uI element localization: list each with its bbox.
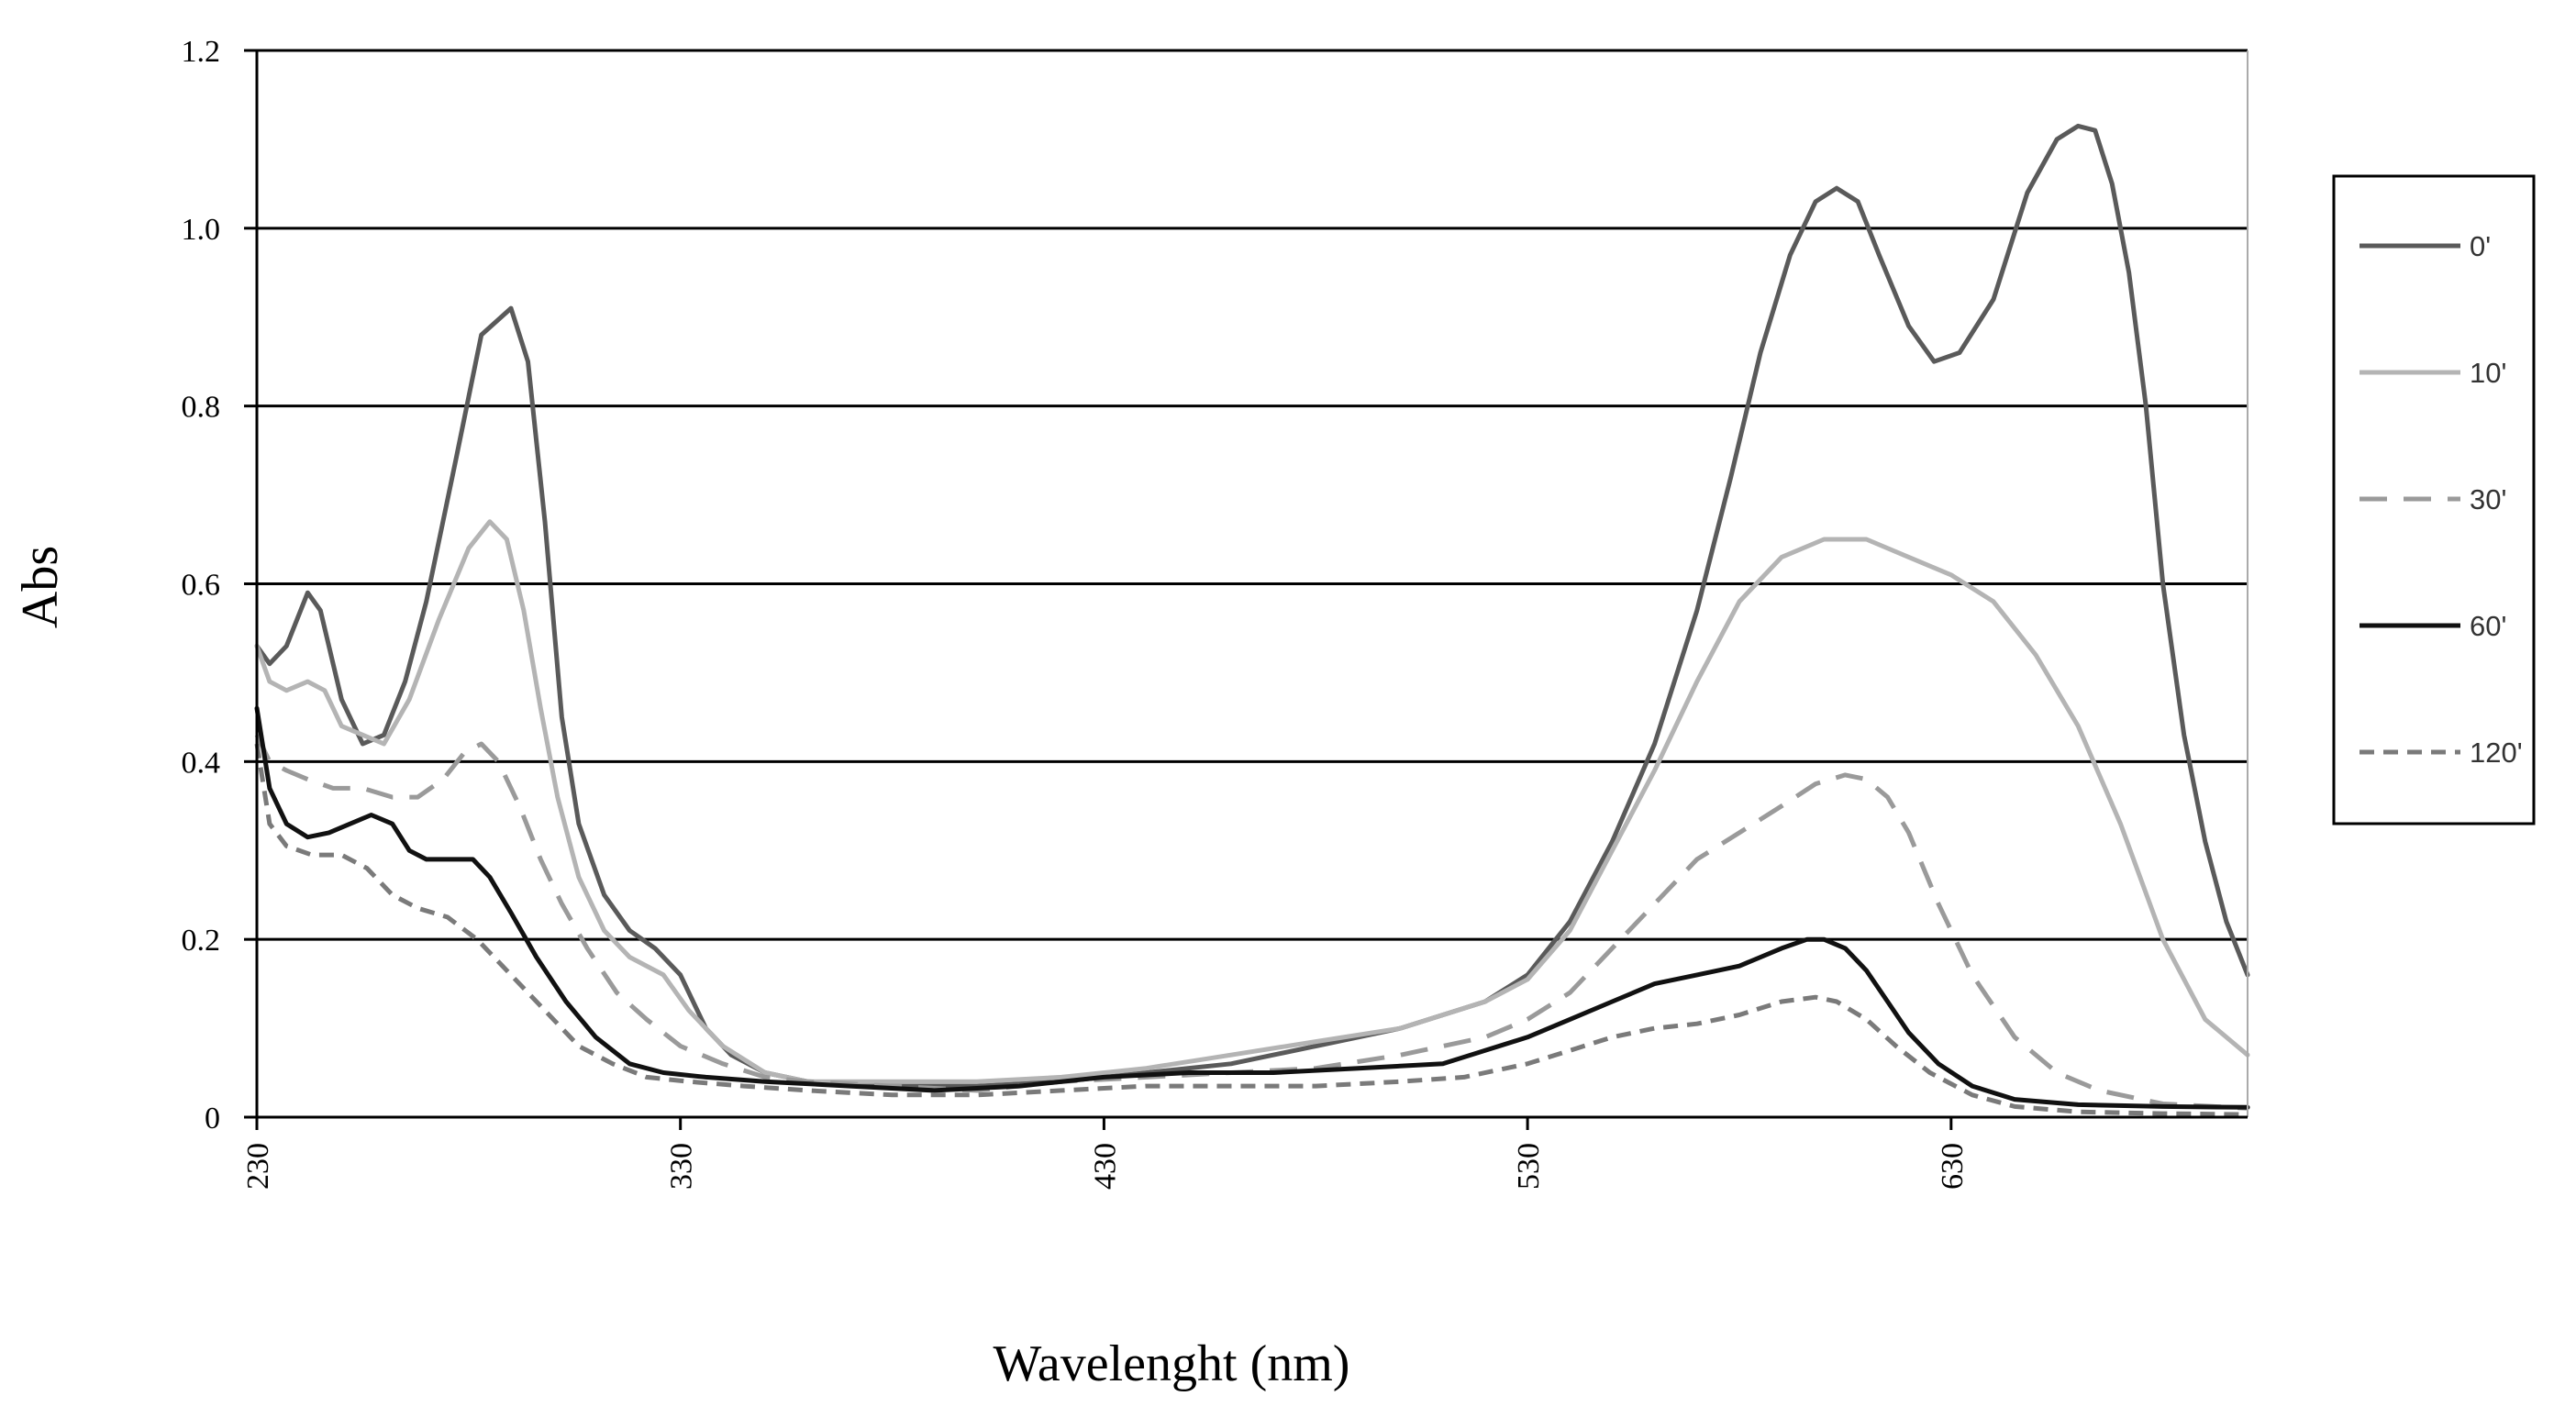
legend-label-0: 0' [2470, 230, 2491, 262]
x-tick-label: 330 [665, 1143, 699, 1190]
x-tick-label: 430 [1088, 1143, 1122, 1190]
legend-label-1: 10' [2470, 357, 2506, 389]
series-line-1 [254, 519, 2250, 1084]
x-tick-label: 230 [241, 1143, 275, 1190]
y-tick-label: 0 [205, 1102, 220, 1136]
legend-label-3: 60' [2470, 610, 2506, 642]
x-tick-label: 530 [1512, 1143, 1546, 1190]
series-line-3 [254, 705, 2250, 1110]
series-line-0 [254, 123, 2250, 1089]
y-axis-title: Abs [12, 546, 69, 628]
tick-label-layer: 0 0.2 0.4 0.6 0.8 1.0 1.2 230 330 430 530 630 [182, 35, 1970, 1190]
y-tick-label: 0.2 [182, 924, 221, 958]
y-tick-label: 1.2 [182, 35, 221, 69]
series-layer [254, 123, 2250, 1117]
y-tick-label: 1.0 [182, 213, 221, 247]
y-tick-label: 0.8 [182, 391, 221, 425]
y-tick-label: 0.4 [182, 746, 221, 780]
legend-items: 0' 10' 30' 60' 120' [2359, 230, 2523, 769]
y-tick-label: 0.6 [182, 569, 221, 603]
legend-label-2: 30' [2470, 483, 2506, 515]
x-axis-title: Wavelenght (nm) [994, 1335, 1350, 1392]
x-tick-label: 630 [1936, 1143, 1970, 1190]
legend: 0' 10' 30' 60' 120' [2332, 174, 2536, 825]
legend-label-4: 120' [2470, 737, 2523, 769]
series-line-4 [254, 743, 2248, 1117]
axis-layer [244, 49, 2248, 1130]
grid-layer [257, 49, 2248, 941]
